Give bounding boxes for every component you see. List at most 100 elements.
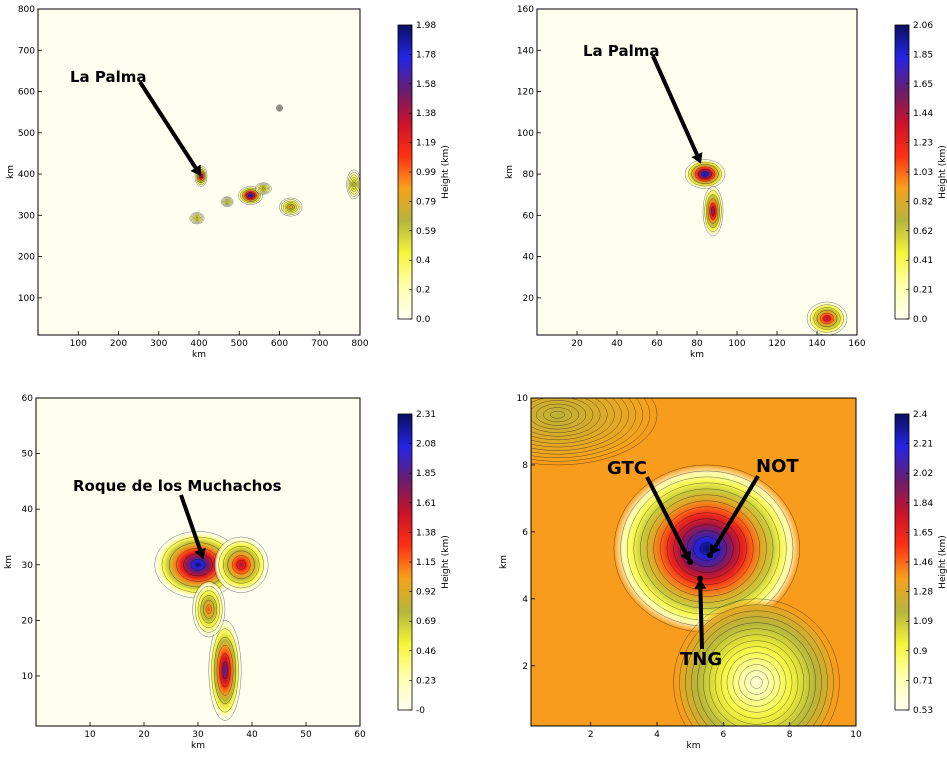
contour-line [194,216,200,221]
contour-line [213,636,237,705]
annotation-arrow [179,494,202,551]
y-tick-label: 100 [517,129,534,139]
contour-line [256,183,271,194]
annotation-arrowhead [694,578,707,589]
y-tick-label: 6 [522,528,528,538]
y-tick-label: 700 [18,46,35,56]
contour-line [195,217,199,220]
contour-line [531,398,629,451]
contour-line [543,407,572,423]
y-tick-label: 60 [523,211,535,221]
contour-line [726,652,787,713]
contour-line [205,604,212,615]
contour-line [216,645,234,696]
x-tick-label: 100 [70,339,87,349]
contour-line [706,194,720,228]
contour-line [219,653,231,688]
terrain-feature [189,212,205,224]
y-tick-label: 30 [22,561,34,571]
colorbar-tick-label: 0.0 [913,315,928,325]
contour-line [702,186,724,237]
contour-line [823,315,831,322]
annotation-arrowhead [190,164,202,177]
contour-line [222,545,260,584]
colorbar-tick-label: 1.38 [416,528,436,538]
x-tick-label: 140 [808,339,825,349]
contour-line [281,199,301,215]
contour-line [693,536,721,561]
contour-line [679,604,834,726]
contour-line [666,512,747,585]
contour-line [277,105,282,111]
colorbar-tick-label: 0.53 [913,706,933,716]
annotation-label: GTC [607,458,647,479]
telescope-marker [707,552,714,559]
annotation-label: La Palma [70,68,147,86]
contour-line [193,215,201,222]
contour-line [732,658,781,707]
y-tick-label: 200 [18,253,35,263]
axes-frame [530,397,857,727]
y-tick-label: 600 [18,88,35,98]
x-tick-label: 60 [354,730,366,740]
contour-line [691,616,822,726]
x-tick-label: 6 [720,730,726,740]
colorbar-tick-label: 0.9 [913,647,928,657]
x-tick-label: 60 [651,339,663,349]
contour-line [709,202,717,220]
contour-field [531,398,856,726]
colorbar-tick-label: 1.65 [913,528,933,538]
contour-line [704,190,722,233]
terrain-feature [807,301,847,335]
contour-line [660,506,754,591]
colorbar-tick-label: 1.19 [416,139,436,149]
contour-line [810,304,844,333]
x-tick-label: 30 [192,730,204,740]
contour-line [276,105,283,112]
contour-line [242,189,259,202]
panel-la-palma-region: 100 200 300 400 500 600 700 800 100 200 300 400 500 6… [6,5,451,360]
contour-line [248,193,253,198]
colorbar-tick-label: 1.58 [416,80,436,90]
contour-line [277,106,282,110]
y-tick-label: 80 [523,170,535,180]
y-axis-label: km [6,165,16,179]
colorbar-tick-label: 2.4 [913,410,928,420]
annotation-arrow [138,80,198,169]
contour-line [225,200,229,203]
x-tick-label: 4 [654,730,660,740]
panel-island: 10 20 30 40 50 60 10 20 30 40 50 60 km km -0 0.23 0.46 0.… [4,394,451,751]
x-tick-label: 40 [246,730,258,740]
contour-line [697,622,816,726]
contour-line [190,213,204,224]
contour-line [550,410,565,419]
annotation-arrow [645,476,688,554]
contour-line [278,106,281,110]
colorbar-tick-label: 0.0 [416,315,431,325]
terrain-feature [673,598,840,726]
y-tick-label: 4 [522,595,528,605]
contour-line [194,165,208,187]
contour-line [531,398,651,462]
contour-line [195,585,223,633]
y-tick-label: 10 [22,672,34,682]
contour-line [203,599,215,619]
contour-line [688,161,722,187]
contour-line [200,595,218,624]
contour-line [707,198,719,224]
colorbar-label: Height (km) [441,145,451,199]
colorbar-tick-label: 1.65 [913,80,933,90]
contour-line [213,536,269,593]
contour-line [192,581,226,638]
contour-line [348,174,360,195]
contour-line [694,166,716,182]
colorbar-tick-label: 0.46 [416,647,436,657]
contour-line [806,301,848,335]
y-tick-label: 160 [517,5,534,15]
contour-line [211,628,239,713]
contour-line [633,482,780,615]
annotation-arrow [651,55,699,156]
colorbar-tick-label: 2.08 [416,440,436,450]
y-tick-label: 8 [522,461,528,471]
